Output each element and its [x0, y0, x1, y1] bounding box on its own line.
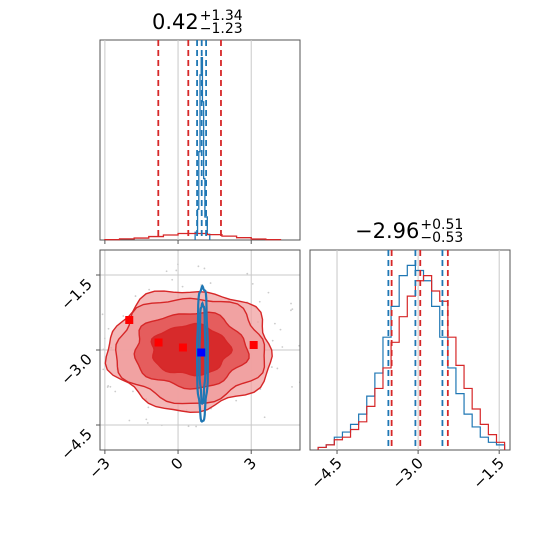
hist-param2-blue-series — [317, 264, 506, 450]
joint-scatter-point — [195, 425, 197, 428]
hist-param1-blue-step — [194, 56, 211, 240]
joint-scatter-point — [146, 422, 149, 424]
joint-scatter-point — [85, 318, 87, 320]
joint-scatter-point — [273, 322, 276, 325]
joint-red-contours — [104, 290, 273, 414]
joint-scatter-point — [97, 324, 99, 326]
joint-marker-red — [178, 343, 187, 352]
joint-scatter-point — [114, 390, 117, 393]
joint-scatter-point — [281, 346, 284, 348]
joint-ticklabel-y: −3.0 — [57, 350, 95, 388]
hist-param1-quantiles — [157, 40, 222, 240]
joint-scatter-point — [251, 283, 254, 285]
hist-param1-frame — [99, 39, 301, 241]
title-param2-plus: +0.51 — [420, 217, 464, 233]
joint-scatter-point — [197, 265, 200, 268]
joint-scatter-point — [109, 385, 112, 388]
hist-param1-blue-series — [194, 56, 211, 240]
joint-scatter-point — [171, 278, 174, 281]
joint-scatter-point — [276, 367, 279, 370]
joint-scatter-point — [258, 300, 261, 303]
joint-scatter-point — [102, 368, 105, 371]
joint-blue-contour — [196, 284, 209, 423]
hist-param2-quantiles — [387, 250, 449, 450]
joint-scatter-point — [132, 390, 134, 393]
joint-scatter-point — [102, 348, 105, 351]
joint-marker-red — [125, 316, 134, 324]
title-param2: −2.96 +0.51 −0.53 — [355, 217, 464, 246]
joint-scatter-point — [96, 340, 98, 342]
title-param1-plus: +1.34 — [199, 8, 243, 24]
title-param1: 0.42 +1.34 −1.23 — [152, 8, 243, 37]
hist-param1-grid — [104, 40, 252, 240]
hist-param2-ticks: −4.5 −3.0 −1.5 — [307, 450, 508, 493]
joint-red-contour — [150, 322, 233, 377]
hist-param2-ticklabel: −1.5 — [470, 454, 508, 492]
joint-scatter-point — [203, 267, 206, 270]
joint-scatter-point — [101, 313, 104, 316]
title-param1-minus: −1.23 — [199, 21, 243, 37]
joint-scatter-point — [187, 425, 190, 428]
joint-ticklabel-y: −4.5 — [57, 425, 95, 463]
hist-param2-frame — [309, 249, 511, 451]
title-param2-minus: −0.53 — [420, 230, 464, 246]
joint-scatter-point — [246, 272, 249, 275]
hist-param2-ticklabel: −3.0 — [388, 454, 426, 492]
joint-panel: −3 0 3 −4.5 −3.0 −1.5 — [57, 249, 301, 482]
hist-param2-red-step — [317, 275, 506, 450]
joint-scatter-point — [263, 416, 266, 419]
hist-param1-red-step — [104, 232, 282, 241]
joint-scatter-point — [148, 288, 151, 291]
joint-scatter-point — [175, 269, 178, 272]
joint-marker-red — [154, 338, 163, 347]
joint-markers — [125, 316, 258, 357]
joint-scatter-point — [290, 302, 292, 305]
joint-scatter-point — [128, 419, 131, 422]
joint-scatter-point — [209, 282, 212, 284]
joint-scatter-point — [107, 327, 110, 330]
joint-marker-blue — [197, 348, 206, 357]
title-param1-value: 0.42 — [152, 10, 199, 34]
joint-scatter-point — [80, 326, 82, 328]
hist-param2-blue-step — [317, 264, 506, 450]
joint-ticklabel-y: −1.5 — [57, 275, 95, 313]
joint-ticklabel-x: 3 — [241, 454, 260, 473]
joint-scatter-point — [290, 309, 292, 312]
joint-scatter-point — [270, 366, 273, 368]
joint-scatter-point — [177, 263, 179, 266]
joint-scatter-point — [122, 315, 125, 317]
hist-param2-red-series — [317, 275, 506, 450]
joint-scatter-point — [291, 385, 293, 388]
joint-scatter-point — [134, 295, 137, 297]
joint-scatter-point — [106, 386, 109, 388]
joint-scatter-point — [160, 424, 163, 427]
joint-ticklabel-x: 0 — [167, 454, 186, 473]
joint-scatter-point — [181, 285, 184, 288]
hist-param2-grid — [336, 250, 500, 450]
title-param2-value: −2.96 — [355, 219, 420, 243]
joint-scatter-point — [291, 308, 294, 311]
joint-scatter-point — [145, 418, 148, 421]
joint-scatter-point — [271, 339, 274, 342]
hist-param2-panel: −4.5 −3.0 −1.5 — [307, 249, 511, 493]
joint-scatter-point — [89, 345, 91, 347]
hist-param1-panel — [99, 39, 301, 244]
joint-ticklabel-x: −3 — [85, 454, 113, 482]
joint-scatter-point — [235, 399, 238, 402]
hist-param1-ticks — [104, 240, 252, 244]
joint-scatter-point — [279, 328, 282, 331]
joint-scatter-point — [267, 291, 270, 294]
hist-param2-ticklabel: −4.5 — [307, 454, 345, 492]
hist-param1-red-series — [104, 232, 282, 241]
joint-scatter-point — [103, 337, 106, 340]
joint-scatter-point — [165, 270, 168, 273]
joint-marker-red — [249, 341, 258, 349]
joint-scatter-point — [147, 406, 150, 409]
